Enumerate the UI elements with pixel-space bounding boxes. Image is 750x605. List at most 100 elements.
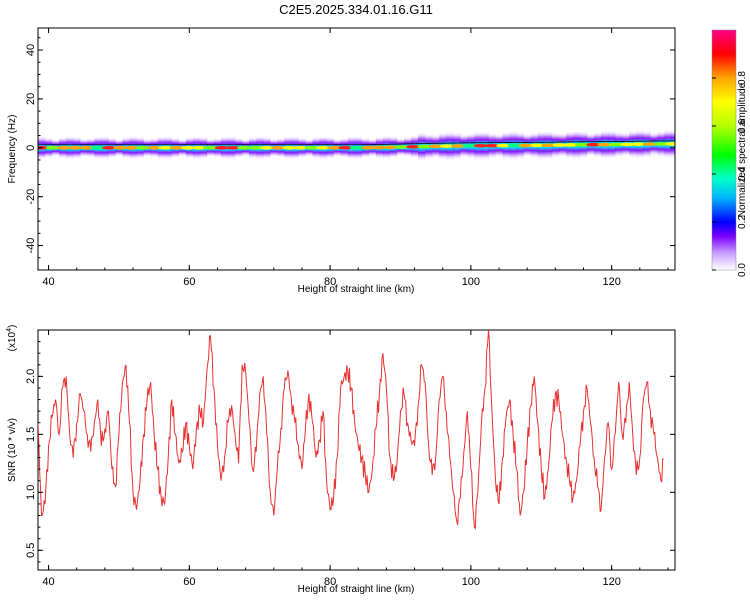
spectrogram-x-tick-label: 40	[42, 276, 54, 288]
spectrogram-peak	[180, 145, 195, 150]
spectrogram-peak	[372, 145, 387, 150]
spectrogram-peak	[406, 144, 421, 149]
spectrogram-peak	[620, 142, 635, 147]
snr-x-tick-label: 60	[183, 576, 195, 588]
svg-text:(x104): (x104)	[6, 325, 18, 352]
spectrogram-peak	[203, 145, 218, 150]
spectrogram-peak	[597, 142, 612, 147]
spectrogram-peak	[316, 145, 331, 150]
snr-x-tick-label: 100	[462, 576, 480, 588]
spectrogram-x-tick-label: 120	[602, 276, 620, 288]
figure-title: C2E5.2025.334.01.16.G11	[279, 2, 433, 17]
spectrogram-peak	[653, 142, 668, 146]
spectrogram-peak	[439, 144, 454, 148]
snr-multiplier: (x104)	[6, 325, 18, 352]
spectrogram-peak	[541, 143, 556, 148]
spectrogram-peak	[90, 145, 105, 150]
spectrogram-heat	[38, 128, 675, 162]
spectrogram-peak	[57, 145, 72, 150]
spectrogram-peak	[563, 143, 578, 147]
spectrogram-peak	[642, 142, 657, 146]
spectrogram-peak	[282, 145, 297, 150]
colorbar-tick-label: 0.4	[737, 167, 748, 181]
spectrogram-panel: 40 60 80 100 120 -40 -20 0 20 40 Height of strai…	[7, 27, 676, 295]
spectrogram-y-tick-label: -20	[25, 189, 37, 205]
spectrogram-peak	[530, 143, 545, 148]
spectrogram-peak	[608, 142, 623, 147]
snr-y-tick-label: 1.5	[25, 427, 37, 442]
spectrogram-peak	[417, 144, 432, 149]
spectrogram-x-tick-label: 80	[324, 276, 336, 288]
spectrogram-x-tick-label: 100	[462, 276, 480, 288]
spectrogram-peak	[225, 145, 241, 150]
colorbar-tick-label: 0.6	[737, 119, 748, 133]
spectrogram-peak	[304, 145, 319, 150]
spectrogram-peak	[327, 145, 342, 150]
snr-x-axis: 40 60 80 100 120	[42, 330, 669, 588]
snr-series	[38, 330, 664, 531]
snr-y-tick-label: 0.5	[25, 543, 37, 558]
spectrogram-peak	[575, 143, 590, 147]
spectrogram-peak	[135, 145, 150, 150]
spectrogram-peak	[552, 143, 567, 147]
spectrogram-peak	[248, 145, 263, 150]
spectrogram-peak	[214, 145, 229, 150]
spectrogram-peak	[462, 144, 477, 148]
colorbar-ticks: 0.0 0.2 0.4 0.6 0.8	[712, 71, 748, 277]
spectrogram-peak	[361, 145, 376, 150]
spectrogram-peak	[102, 145, 117, 150]
snr-multiplier-close: )	[7, 325, 18, 328]
spectrogram-peak	[338, 145, 353, 150]
snr-y-tick-label: 1.0	[25, 485, 37, 500]
spectrogram-peak	[45, 145, 60, 150]
spectrogram-y-tick-label: 0	[25, 145, 37, 151]
colorbar-tick-label: 0.2	[737, 215, 748, 229]
spectrogram-peak	[631, 142, 646, 147]
spectrogram-peak	[428, 144, 443, 149]
spectrogram-peak	[270, 145, 286, 150]
spectrogram-x-axis: 40 60 80 100 120	[42, 28, 669, 288]
colorbar-gradient	[711, 29, 737, 271]
snr-y-label: SNR (10 * v/v)	[7, 418, 18, 482]
snr-x-tick-label: 80	[324, 576, 336, 588]
spectrogram-x-label: Height of straight line (km)	[298, 284, 415, 295]
spectrogram-y-label: Frequency (Hz)	[7, 115, 18, 184]
snr-multiplier-exp: 4	[6, 328, 13, 332]
snr-multiplier-base: (x10	[7, 331, 18, 351]
colorbar: 0.0 0.2 0.4 0.6 0.8 Normalized spectral ampl…	[711, 29, 748, 277]
snr-x-tick-label: 40	[42, 576, 54, 588]
snr-panel: 40 60 80 100 120 0.5 1.0 1.5 2.0 Height of stra…	[6, 325, 676, 595]
snr-x-tick-label: 120	[602, 576, 620, 588]
snr-x-label: Height of straight line (km)	[298, 584, 415, 595]
spectrogram-peak	[383, 145, 398, 150]
spectrogram-peak	[496, 143, 511, 148]
spectrogram-y-tick-label: 20	[25, 93, 37, 105]
snr-y-axis: 0.5 1.0 1.5 2.0	[25, 341, 675, 563]
colorbar-tick-label: 0.8	[737, 71, 748, 85]
spectrogram-peak	[169, 145, 184, 150]
colorbar-label: Normalized spectral amplitude	[737, 82, 748, 217]
snr-frame	[37, 329, 676, 571]
spectrogram-peak	[394, 145, 409, 149]
spectrogram-peak	[192, 145, 207, 150]
snr-line	[38, 330, 664, 531]
snr-y-tick-label: 2.0	[25, 369, 37, 384]
spectrogram-ridge-upper	[38, 140, 675, 146]
spectrogram-peak	[38, 145, 49, 150]
spectrogram-peak	[484, 143, 500, 148]
spectrogram-peak	[665, 142, 675, 146]
spectrogram-peak	[507, 143, 522, 148]
spectrogram-peak	[473, 143, 488, 148]
spectrogram-peak	[349, 145, 364, 150]
spectrogram-peak	[124, 145, 139, 150]
spectrogram-y-tick-label: -40	[25, 238, 37, 254]
spectrogram-peak	[586, 142, 601, 147]
spectrogram-peak	[451, 144, 466, 148]
spectrogram-peak	[113, 145, 128, 150]
spectrogram-peak	[147, 145, 162, 150]
spectrogram-peak	[68, 145, 83, 150]
spectrogram-peak	[518, 143, 533, 148]
spectrogram-frame	[37, 27, 676, 271]
spectrogram-x-tick-label: 60	[183, 276, 195, 288]
